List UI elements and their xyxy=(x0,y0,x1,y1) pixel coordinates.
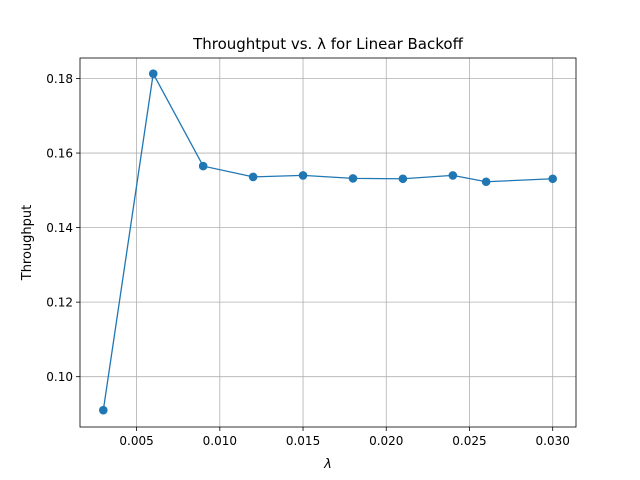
x-tick-label: 0.005 xyxy=(119,434,153,448)
data-point xyxy=(481,177,491,187)
tick-layer: 0.005 0.010 0.015 0.020 0.025 0.030 0.10 0.12 0.… xyxy=(46,72,570,448)
y-axis-label: Throughput xyxy=(20,205,35,282)
data-point xyxy=(248,172,258,182)
x-tick-label: 0.015 xyxy=(286,434,320,448)
data-point xyxy=(298,171,308,180)
y-tick-label: 0.16 xyxy=(46,147,73,161)
chart-title: Throughtput vs. λ for Linear Backoff xyxy=(192,35,463,53)
y-tick-label: 0.10 xyxy=(46,370,73,384)
x-tick-label: 0.020 xyxy=(369,434,403,448)
grid-layer xyxy=(80,58,576,427)
plot-frame xyxy=(79,57,577,428)
data-point xyxy=(398,174,408,184)
y-tick-label: 0.12 xyxy=(46,296,73,310)
series-layer xyxy=(99,69,557,415)
x-tick-label: 0.010 xyxy=(203,434,237,448)
y-tick-label: 0.18 xyxy=(46,72,73,86)
data-point xyxy=(448,171,458,180)
data-point xyxy=(548,174,557,184)
x-axis-label: λ xyxy=(323,457,332,472)
data-point xyxy=(99,405,108,415)
data-point xyxy=(148,69,158,78)
series-line xyxy=(102,71,553,411)
data-point xyxy=(198,161,208,171)
x-tick-label: 0.025 xyxy=(452,434,486,448)
x-tick-label: 0.030 xyxy=(536,434,570,448)
data-point xyxy=(348,174,358,183)
y-tick-label: 0.14 xyxy=(46,221,73,235)
